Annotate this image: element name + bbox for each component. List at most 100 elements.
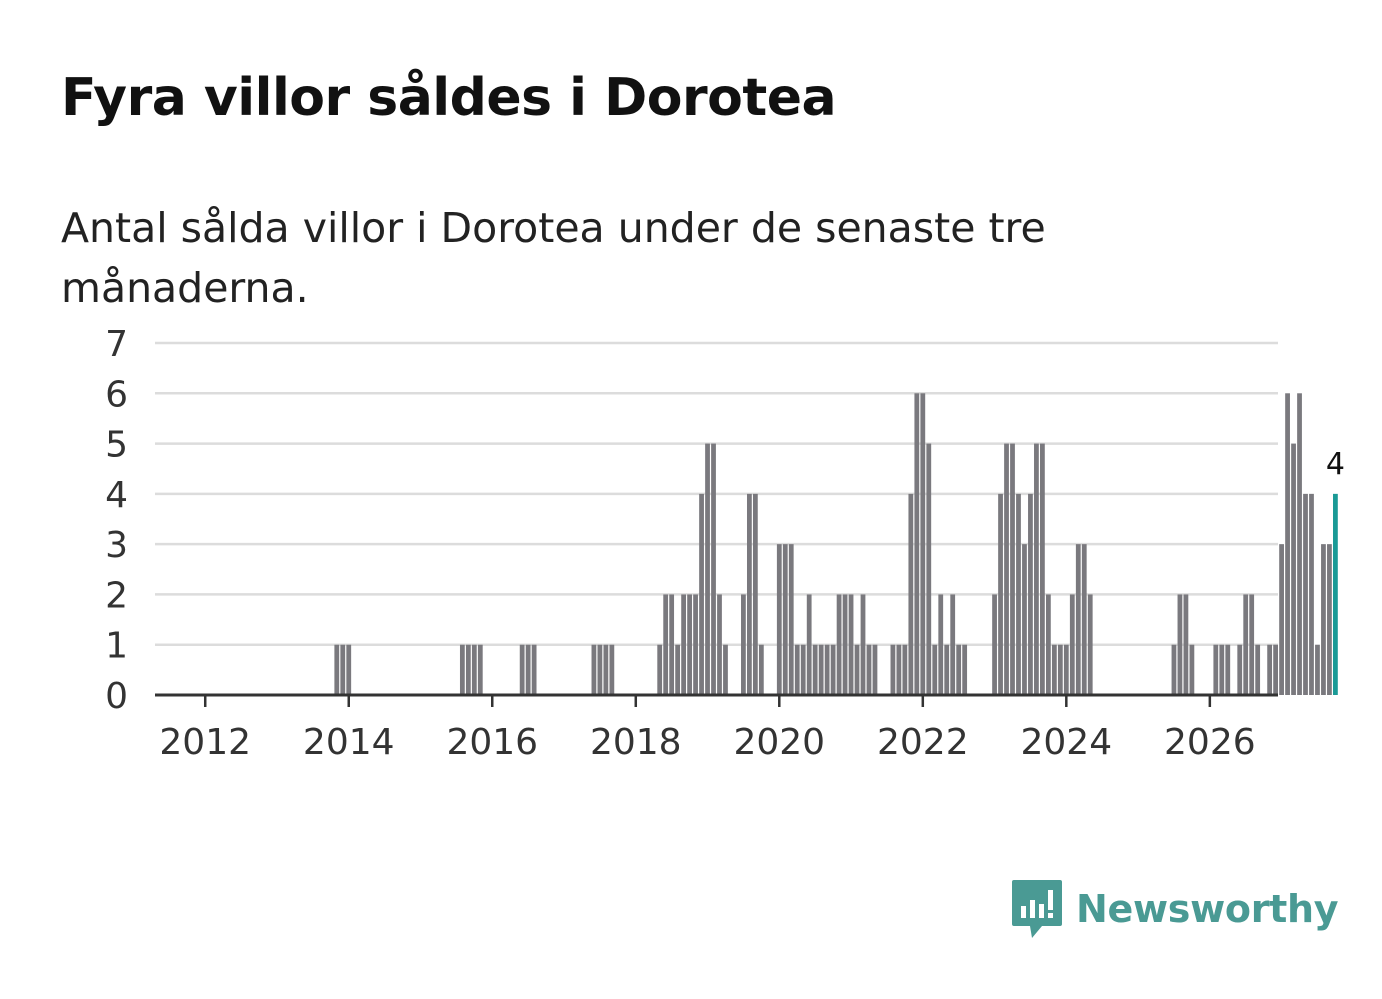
bar <box>1045 594 1051 695</box>
bar <box>950 594 956 695</box>
bar <box>334 644 340 695</box>
bar <box>932 644 938 695</box>
bar <box>872 644 878 695</box>
newsworthy-logo-icon <box>1012 880 1062 938</box>
bar <box>693 594 698 695</box>
bar <box>723 644 728 695</box>
bar <box>1057 644 1063 695</box>
bar <box>890 644 896 695</box>
bar <box>788 544 794 695</box>
bar <box>597 644 603 695</box>
bar <box>812 644 818 695</box>
bar <box>675 644 681 695</box>
bar <box>1051 644 1057 695</box>
bar <box>1183 594 1189 695</box>
x-tick-label: 2024 <box>1021 722 1113 763</box>
y-tick-label: 4 <box>105 475 128 516</box>
bar <box>920 393 926 695</box>
bar <box>956 644 962 695</box>
brand-name: Newsworthy <box>1076 887 1339 931</box>
bar <box>1171 644 1177 695</box>
bar <box>1255 644 1261 695</box>
bar <box>1303 493 1308 695</box>
bar <box>1034 443 1039 695</box>
chart-subtitle: Antal sålda villor i Dorotea under de se… <box>61 204 1046 312</box>
chart-title: Fyra villor såldes i Dorotea <box>61 68 837 128</box>
bar <box>1321 544 1326 695</box>
bar <box>1327 544 1332 695</box>
bar <box>776 544 782 695</box>
bar <box>1063 644 1069 695</box>
bar <box>758 644 764 695</box>
bar <box>1225 644 1231 695</box>
y-tick-label: 5 <box>105 425 128 466</box>
bar <box>717 594 722 695</box>
bar <box>1087 594 1093 695</box>
bar <box>806 594 812 695</box>
bar <box>782 544 788 695</box>
bar <box>998 493 1003 695</box>
bar <box>914 393 920 695</box>
bar <box>1028 493 1033 695</box>
bar <box>1249 594 1255 695</box>
bar <box>1213 644 1219 695</box>
bar <box>854 644 860 695</box>
bar <box>1075 544 1081 695</box>
bar <box>705 443 710 695</box>
highlight-data-label: 4 <box>1326 447 1345 482</box>
newsworthy-logo: Newsworthy <box>1010 878 1339 940</box>
bar <box>591 644 597 695</box>
bar <box>1291 443 1296 695</box>
bar <box>962 644 968 695</box>
bar <box>908 493 914 695</box>
bar <box>794 644 800 695</box>
bar <box>746 493 752 695</box>
bar <box>1022 544 1027 695</box>
bar <box>663 594 669 695</box>
bar <box>896 644 902 695</box>
bar <box>681 594 687 695</box>
bar <box>1189 644 1195 695</box>
bar <box>992 594 997 695</box>
bar <box>346 644 352 695</box>
bar <box>340 644 346 695</box>
bar <box>1297 393 1302 695</box>
x-tick-label: 2016 <box>446 722 538 763</box>
x-tick-label: 2020 <box>733 722 825 763</box>
bar <box>1040 443 1045 695</box>
bar <box>848 594 854 695</box>
bar <box>830 644 836 695</box>
bar <box>699 493 704 695</box>
bar <box>711 443 716 695</box>
bar <box>1081 544 1087 695</box>
x-tick-label: 2014 <box>303 722 395 763</box>
bar <box>1219 644 1225 695</box>
bar <box>1069 594 1075 695</box>
y-tick-label: 6 <box>105 374 128 415</box>
x-tick-label: 2022 <box>877 722 969 763</box>
bar <box>531 644 537 695</box>
bar <box>818 644 824 695</box>
bar <box>1243 594 1249 695</box>
bar <box>477 644 483 695</box>
bar <box>1016 493 1021 695</box>
x-tick-label: 2018 <box>590 722 682 763</box>
bar <box>938 594 944 695</box>
x-tick-label: 2012 <box>159 722 251 763</box>
bar <box>1273 644 1278 695</box>
bar <box>1315 644 1320 695</box>
bar <box>944 644 950 695</box>
bar <box>459 644 465 695</box>
bar <box>603 644 609 695</box>
bar <box>1285 393 1290 695</box>
bar <box>657 644 663 695</box>
x-tick-label: 2026 <box>1164 722 1256 763</box>
bar <box>1267 644 1273 695</box>
y-tick-label: 2 <box>105 575 128 616</box>
y-tick-label: 0 <box>105 676 128 717</box>
bar <box>866 644 872 695</box>
bar <box>609 644 615 695</box>
bar <box>1010 443 1015 695</box>
bar <box>902 644 908 695</box>
